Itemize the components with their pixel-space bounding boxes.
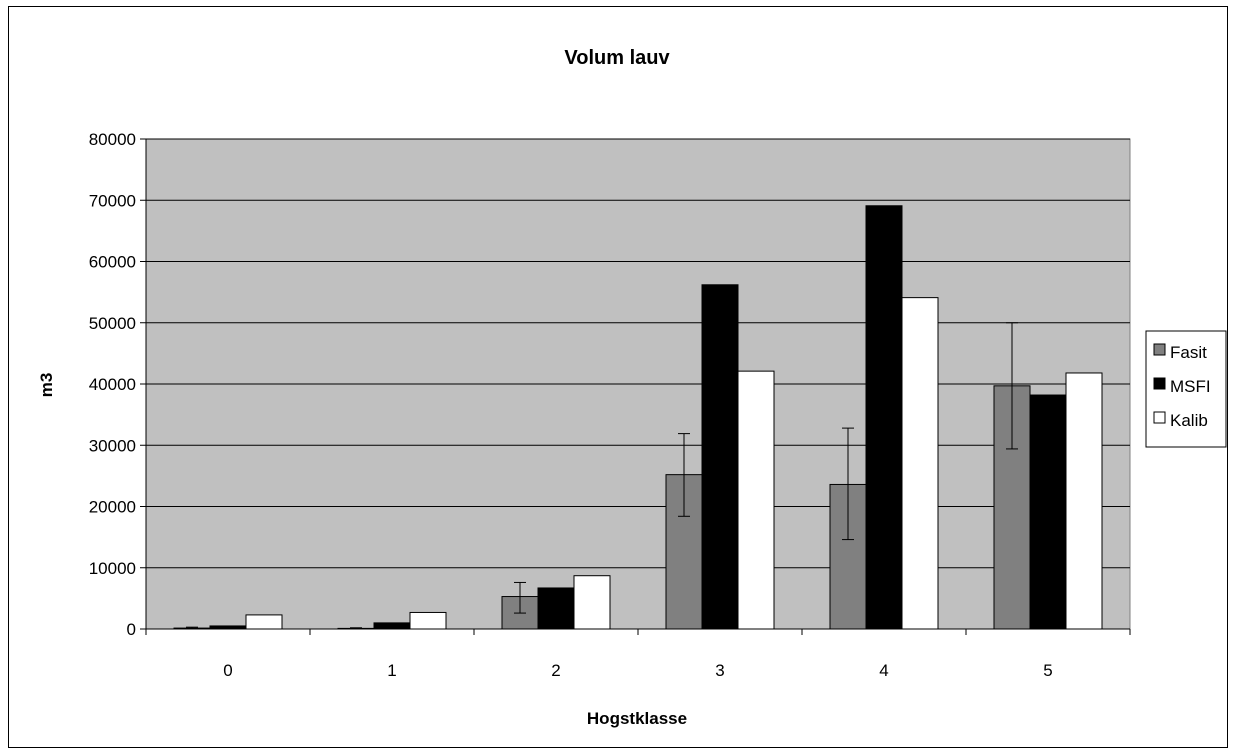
y-tick-label: 60000 — [89, 253, 136, 272]
bar-msfi-1 — [373, 622, 411, 630]
x-tick-label: 2 — [551, 661, 560, 680]
legend-swatch-msfi — [1153, 377, 1166, 390]
bar-msfi-2 — [537, 587, 575, 630]
y-tick-label: 40000 — [89, 375, 136, 394]
y-tick-labels: 0 10000 20000 30000 40000 50000 60000 70000 8000… — [89, 130, 136, 639]
error-bar-4 — [842, 427, 854, 541]
legend-label-msfi: MSFI — [1170, 377, 1211, 396]
y-tick-label: 30000 — [89, 436, 136, 455]
legend-swatch-fasit — [1153, 343, 1166, 356]
bar-msfi-5 — [1029, 394, 1067, 630]
legend-label-fasit: Fasit — [1170, 343, 1207, 362]
bar-kalib-1 — [409, 611, 447, 630]
y-tick-label: 50000 — [89, 314, 136, 333]
x-tick-label: 1 — [387, 661, 396, 680]
bar-kalib-0 — [245, 614, 283, 630]
legend: Fasit MSFI Kalib — [1145, 330, 1227, 448]
error-bar-2 — [514, 581, 526, 614]
y-axis-title: m3 — [37, 373, 56, 398]
gridlines — [146, 138, 1130, 569]
bar-msfi-4 — [865, 205, 903, 630]
bar-kalib-4 — [901, 297, 939, 630]
y-tick-label: 20000 — [89, 498, 136, 517]
x-tick-label: 4 — [879, 661, 888, 680]
x-tick-label: 0 — [223, 661, 232, 680]
bar-kalib-2 — [573, 575, 611, 630]
legend-label-kalib: Kalib — [1170, 411, 1208, 430]
y-tick-label: 70000 — [89, 191, 136, 210]
bar-msfi-3 — [701, 284, 739, 630]
bars — [173, 205, 1103, 630]
y-tick-label: 10000 — [89, 559, 136, 578]
x-tick-label: 5 — [1043, 661, 1052, 680]
chart-title: Volum lauv — [564, 47, 670, 69]
error-bar-5 — [1006, 322, 1018, 450]
x-axis-title: Hogstklasse — [587, 709, 687, 728]
y-tick-label: 80000 — [89, 130, 136, 149]
error-bar-3 — [678, 433, 690, 517]
y-tick-label: 0 — [127, 620, 136, 639]
bar-kalib-5 — [1065, 372, 1103, 630]
x-tick-label: 3 — [715, 661, 724, 680]
legend-swatch-kalib — [1153, 411, 1166, 424]
bar-kalib-3 — [737, 370, 775, 630]
axes — [140, 138, 1131, 635]
x-tick-labels: 0 1 2 3 4 5 — [223, 661, 1052, 680]
